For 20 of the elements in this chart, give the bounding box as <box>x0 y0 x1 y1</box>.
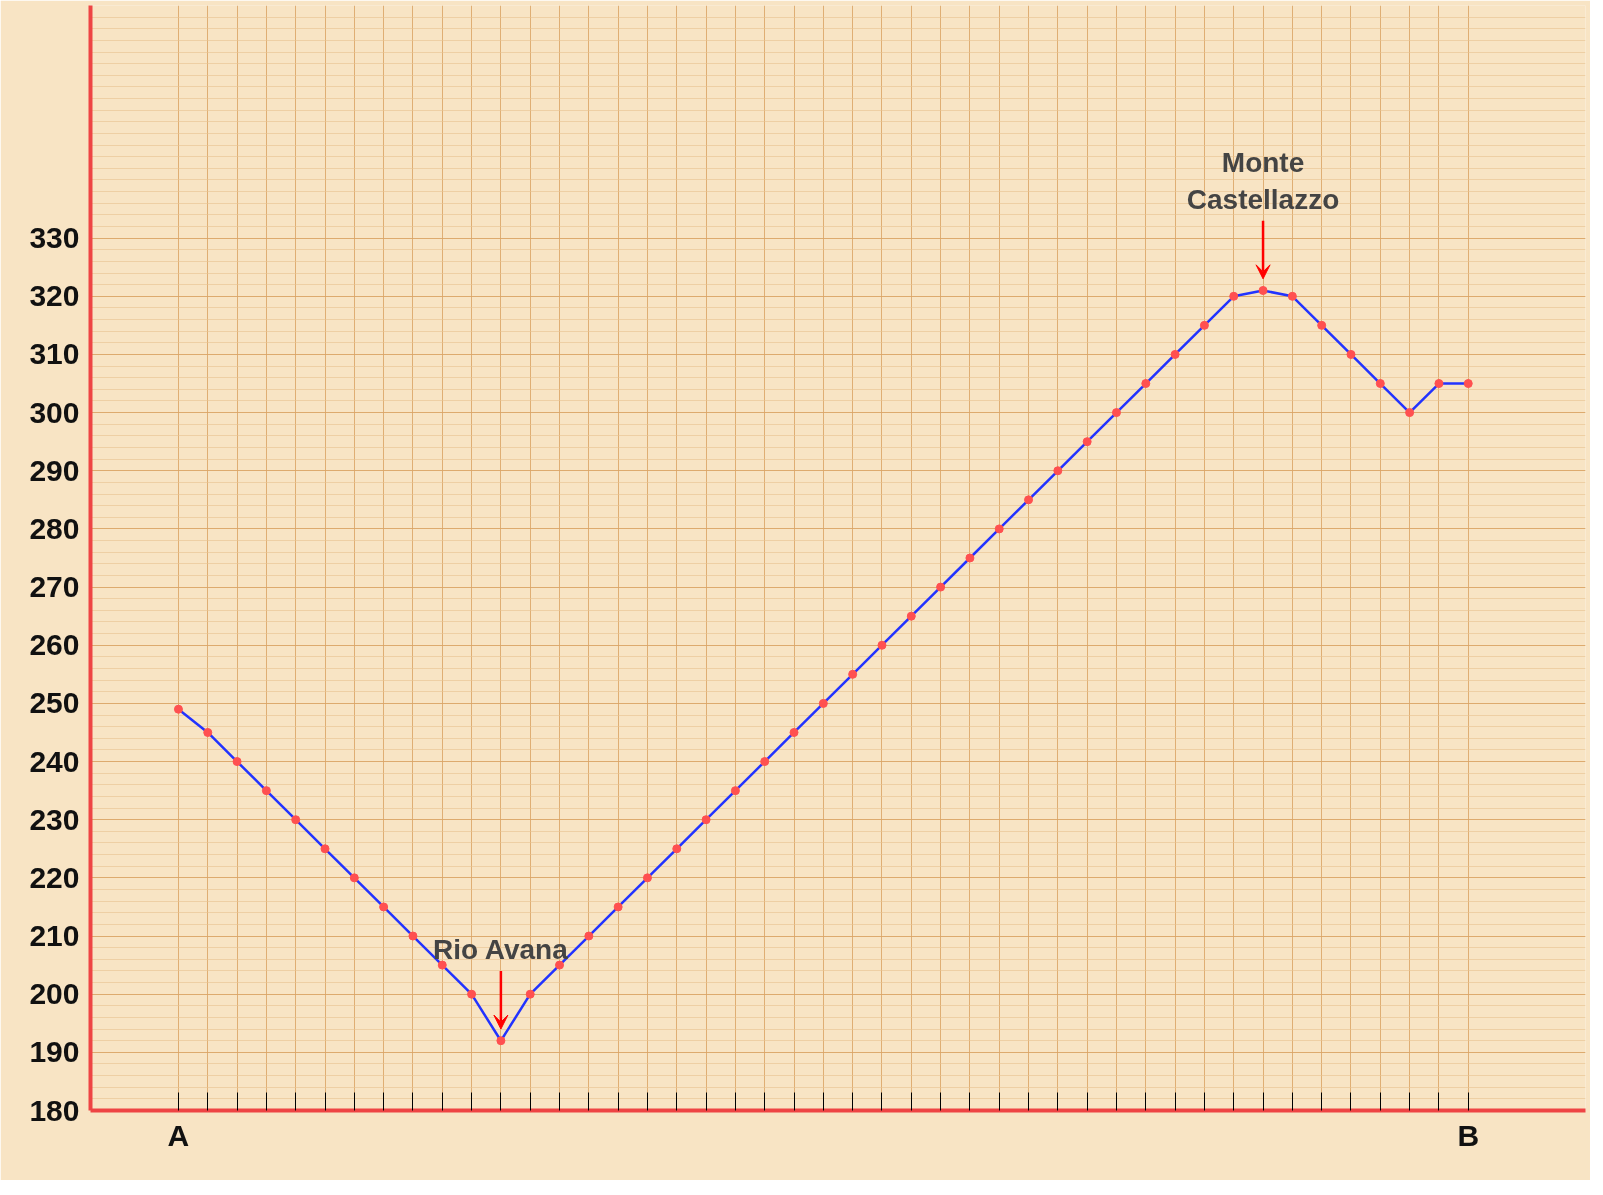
x-tick-label: B <box>1457 1118 1480 1152</box>
y-tick-label: 280 <box>29 511 80 545</box>
y-tick-label: 190 <box>29 1035 80 1069</box>
y-tick-label: 250 <box>29 686 80 720</box>
y-tick-label: 330 <box>29 221 80 255</box>
x-tick-label: A <box>167 1118 190 1152</box>
y-tick-label: 230 <box>29 802 80 836</box>
annotation: Rio Avana <box>432 934 569 966</box>
y-tick-label: 200 <box>29 977 80 1011</box>
y-tick-label: 220 <box>29 860 80 894</box>
y-tick-label: 180 <box>29 1093 80 1127</box>
y-tick-label: 240 <box>29 744 80 778</box>
y-tick-label: 290 <box>29 453 80 487</box>
y-tick-label: 300 <box>29 395 80 429</box>
y-tick-label: 260 <box>29 628 80 662</box>
annotation: Monte Castellazzo <box>1186 146 1340 215</box>
y-tick-label: 270 <box>29 570 80 604</box>
y-tick-label: 310 <box>29 337 80 371</box>
y-tick-label: 210 <box>29 919 80 953</box>
y-tick-label: 320 <box>29 279 80 313</box>
